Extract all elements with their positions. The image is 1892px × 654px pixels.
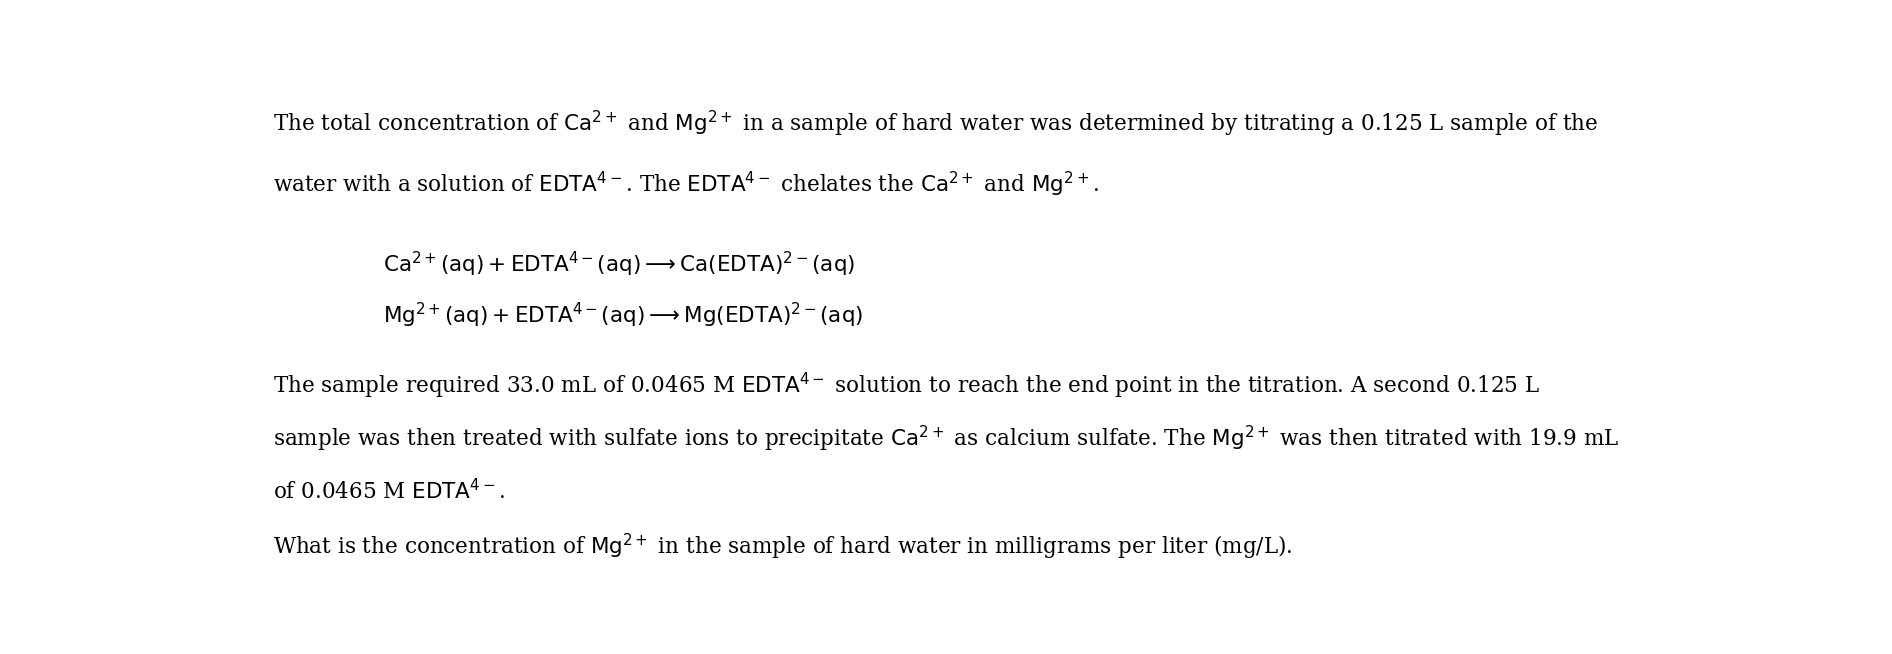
Text: $\mathrm{Ca}^{2+}\mathrm{(aq) + EDTA}^{4-}\mathrm{(aq)} \longrightarrow \mathrm{: $\mathrm{Ca}^{2+}\mathrm{(aq) + EDTA}^{4… — [382, 250, 855, 279]
Text: sample was then treated with sulfate ions to precipitate $\mathrm{Ca}^{2+}$ as c: sample was then treated with sulfate ion… — [272, 424, 1620, 454]
Text: water with a solution of $\mathrm{EDTA}^{4-}$. The $\mathrm{EDTA}^{4-}$ chelates: water with a solution of $\mathrm{EDTA}^… — [272, 169, 1099, 199]
Text: $\mathrm{Mg}^{2+}\mathrm{(aq) + EDTA}^{4-}\mathrm{(aq)} \longrightarrow \mathrm{: $\mathrm{Mg}^{2+}\mathrm{(aq) + EDTA}^{4… — [382, 300, 863, 330]
Text: of 0.0465 M $\mathrm{EDTA}^{4-}$.: of 0.0465 M $\mathrm{EDTA}^{4-}$. — [272, 479, 505, 504]
Text: What is the concentration of $\mathrm{Mg}^{2+}$ in the sample of hard water in m: What is the concentration of $\mathrm{Mg… — [272, 532, 1292, 562]
Text: The total concentration of $\mathrm{Ca}^{2+}$ and $\mathrm{Mg}^{2+}$ in a sample: The total concentration of $\mathrm{Ca}^… — [272, 109, 1599, 139]
Text: The sample required 33.0 mL of 0.0465 M $\mathrm{EDTA}^{4-}$ solution to reach t: The sample required 33.0 mL of 0.0465 M … — [272, 371, 1540, 401]
